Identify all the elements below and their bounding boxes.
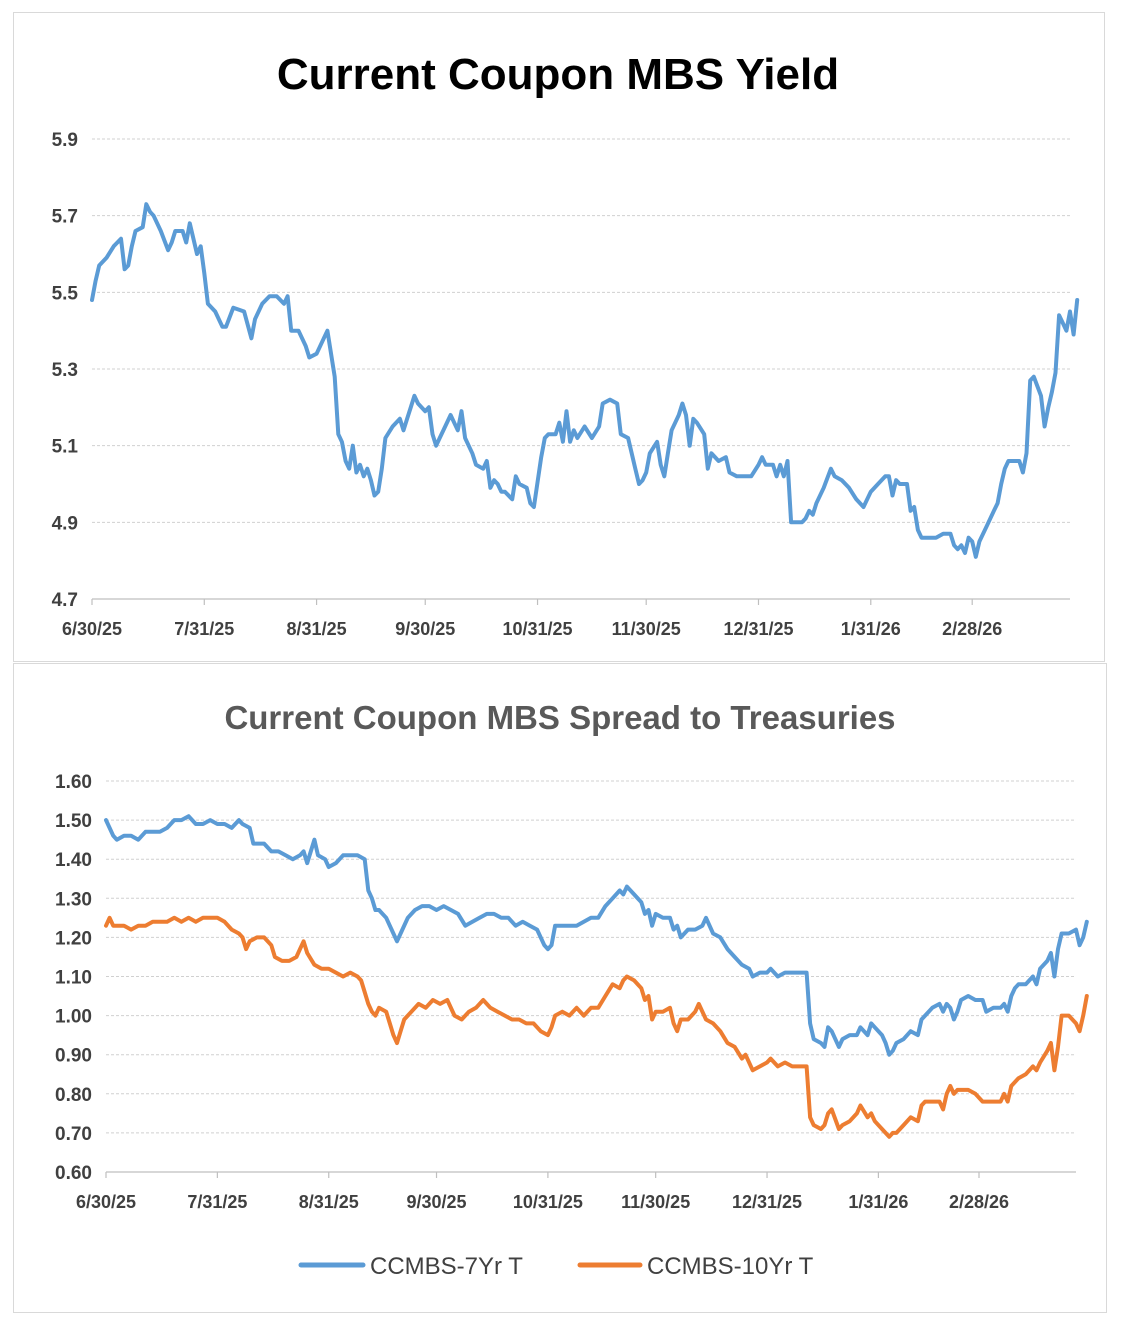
- y-tick-label: 1.40: [55, 850, 92, 871]
- y-tick-label: 0.60: [55, 1163, 92, 1184]
- x-tick-label: 9/30/25: [395, 619, 455, 639]
- yield-chart-title: Current Coupon MBS Yield: [277, 50, 839, 99]
- y-tick-label: 1.50: [55, 811, 92, 832]
- series-line-1: [104, 915, 1089, 1139]
- spread-x-axis-ticks: 6/30/25 7/31/25 8/31/25 9/30/25 10/31/25 11/3…: [76, 1172, 1009, 1212]
- x-tick-label: 2/28/26: [942, 619, 1002, 639]
- spread-chart-panel: Current Coupon MBS Spread to Treasuries …: [13, 663, 1107, 1313]
- y-tick-label: 1.10: [55, 968, 92, 989]
- spread-chart: Current Coupon MBS Spread to Treasuries …: [55, 699, 1089, 1280]
- series-line-0: [90, 202, 1080, 559]
- yield-y-axis-ticks: 5.9 5.7 5.5 5.3 5.1 4.9 4.7: [52, 130, 79, 611]
- x-tick-label: 1/31/26: [841, 619, 901, 639]
- x-tick-label: 10/31/25: [502, 619, 572, 639]
- x-tick-label: 7/31/25: [174, 619, 234, 639]
- y-tick-label: 0.70: [55, 1124, 92, 1145]
- y-tick-label: 0.80: [55, 1085, 92, 1106]
- y-tick-label: 5.1: [52, 437, 79, 458]
- spread-chart-title: Current Coupon MBS Spread to Treasuries: [224, 699, 895, 736]
- x-tick-label: 8/31/25: [287, 619, 347, 639]
- legend-label-10yr: CCMBS-10Yr T: [647, 1253, 814, 1280]
- spread-gridlines: [106, 780, 1076, 1173]
- yield-x-axis-ticks: 6/30/25 7/31/25 8/31/25 9/30/25 10/31/25 11/3…: [62, 599, 1002, 639]
- x-tick-label: 7/31/25: [187, 1192, 247, 1212]
- y-tick-label: 4.9: [52, 513, 78, 534]
- spread-y-axis-ticks: 1.60 1.50 1.40 1.30 1.20 1.10 1.00 0.90 0.80 0.70…: [55, 772, 92, 1184]
- y-tick-label: 5.7: [52, 207, 78, 228]
- legend-label-7yr: CCMBS-7Yr T: [370, 1253, 523, 1280]
- y-tick-label: 5.9: [52, 130, 78, 151]
- x-tick-label: 1/31/26: [848, 1192, 908, 1212]
- spread-series: [104, 814, 1089, 1139]
- y-tick-label: 1.00: [55, 1007, 92, 1028]
- x-tick-label: 6/30/25: [76, 1192, 136, 1212]
- spread-legend: CCMBS-7Yr T CCMBS-10Yr T: [298, 1253, 814, 1280]
- yield-series: [90, 202, 1080, 559]
- x-tick-label: 11/30/25: [621, 1192, 690, 1212]
- x-tick-label: 9/30/25: [406, 1192, 466, 1212]
- yield-chart: Current Coupon MBS Yield 5.9 5.7 5.5 5.3 5.1…: [52, 50, 1080, 639]
- x-tick-label: 8/31/25: [299, 1192, 359, 1212]
- y-tick-label: 5.5: [52, 283, 79, 304]
- yield-gridlines: [92, 138, 1070, 600]
- y-tick-label: 1.60: [55, 772, 92, 793]
- x-tick-label: 2/28/26: [949, 1192, 1009, 1212]
- y-tick-label: 1.20: [55, 928, 92, 949]
- yield-chart-panel: Current Coupon MBS Yield 5.9 5.7 5.5 5.3 5.1…: [13, 12, 1105, 662]
- y-tick-label: 4.7: [52, 590, 78, 611]
- x-tick-label: 11/30/25: [612, 619, 681, 639]
- y-tick-label: 0.90: [55, 1046, 92, 1067]
- y-tick-label: 1.30: [55, 889, 92, 910]
- x-tick-label: 6/30/25: [62, 619, 122, 639]
- y-tick-label: 5.3: [52, 360, 78, 381]
- x-tick-label: 12/31/25: [723, 619, 793, 639]
- series-line-0: [104, 814, 1089, 1057]
- x-tick-label: 12/31/25: [732, 1192, 802, 1212]
- x-tick-label: 10/31/25: [513, 1192, 583, 1212]
